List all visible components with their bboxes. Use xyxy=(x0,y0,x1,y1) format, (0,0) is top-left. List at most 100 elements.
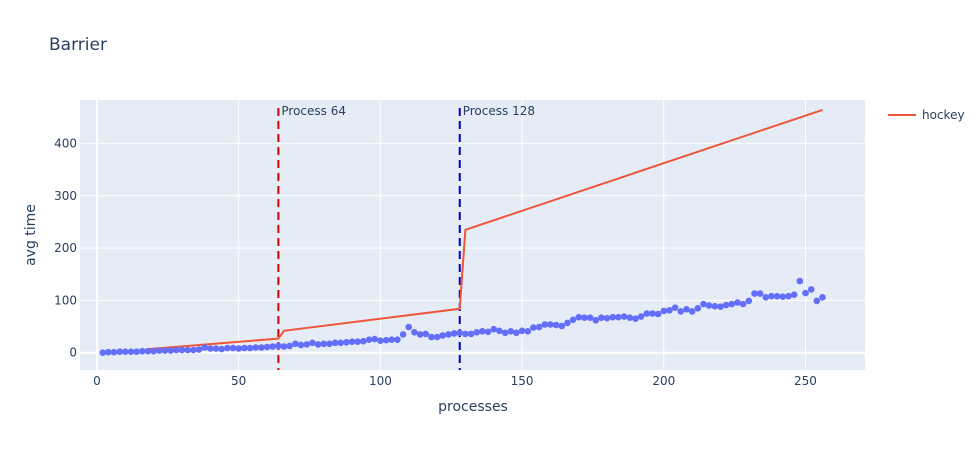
scatter-point xyxy=(524,328,532,335)
scatter-point xyxy=(212,345,220,352)
y-tick-label: 400 xyxy=(54,136,77,150)
scatter-point xyxy=(802,289,809,297)
scatter-point xyxy=(734,299,741,306)
scatter-point xyxy=(309,339,316,347)
scatter-point xyxy=(280,343,288,350)
scatter-point xyxy=(122,348,129,356)
scatter-point xyxy=(484,328,492,336)
scatter-point xyxy=(745,297,753,305)
scatter-point xyxy=(615,313,622,321)
scatter-point xyxy=(496,327,503,335)
scatter-point xyxy=(422,330,430,338)
scatter-point xyxy=(518,327,526,335)
scatter-point xyxy=(320,340,328,348)
scatter-point xyxy=(756,290,764,297)
scatter-point xyxy=(433,333,441,341)
scatter-point xyxy=(195,346,203,353)
scatter-point xyxy=(450,330,458,337)
scatter-point xyxy=(360,337,367,345)
scatter-point xyxy=(637,313,645,320)
scatter-point xyxy=(456,329,464,337)
scatter-point xyxy=(700,300,707,308)
scatter-point xyxy=(547,321,554,328)
scatter-point xyxy=(331,339,339,347)
scatter-point xyxy=(343,339,350,346)
scatter-point xyxy=(173,346,180,354)
scatter-point xyxy=(190,346,197,354)
scatter-point xyxy=(263,343,271,351)
scatter-point xyxy=(620,313,628,320)
scatter-point xyxy=(575,313,583,321)
scatter-point xyxy=(552,321,560,329)
scatter-point xyxy=(722,301,730,309)
scatter-series xyxy=(99,277,826,357)
scatter-point xyxy=(779,293,787,301)
annotation-label-64: Process 64 xyxy=(281,104,346,118)
scatter-point xyxy=(609,313,617,321)
scatter-point xyxy=(439,332,447,339)
scatter-point xyxy=(303,341,311,348)
x-tick-label: 50 xyxy=(231,374,246,388)
scatter-point xyxy=(167,347,174,354)
scatter-point xyxy=(654,310,662,318)
scatter-point xyxy=(501,329,509,337)
scatter-point xyxy=(399,331,407,338)
y-axis-title: avg time xyxy=(23,204,39,266)
scatter-point xyxy=(241,344,248,352)
scatter-point xyxy=(683,306,690,313)
scatter-point xyxy=(133,348,140,356)
scatter-point xyxy=(535,323,543,331)
scatter-point xyxy=(246,344,254,352)
x-tick-label: 250 xyxy=(794,374,817,388)
scatter-point xyxy=(139,347,146,355)
scatter-point xyxy=(348,338,356,346)
scatter-point xyxy=(207,345,214,352)
scatter-point xyxy=(564,319,571,327)
scatter-point xyxy=(569,316,577,324)
scatter-point xyxy=(156,347,163,354)
scatter-point xyxy=(178,346,186,354)
scatter-point xyxy=(365,336,373,344)
x-axis-title: processes xyxy=(438,399,508,415)
y-tick-label: 0 xyxy=(69,346,77,360)
scatter-point xyxy=(768,292,775,300)
scatter-point xyxy=(739,300,747,308)
scatter-point xyxy=(688,308,696,315)
y-tick-label: 300 xyxy=(54,189,77,203)
scatter-point xyxy=(643,310,651,317)
scatter-point xyxy=(286,342,294,350)
scatter-point xyxy=(677,308,685,315)
scatter-point xyxy=(144,347,152,355)
scatter-point xyxy=(671,304,679,312)
scatter-point xyxy=(354,338,362,346)
y-tick-label: 200 xyxy=(54,241,77,255)
scatter-point xyxy=(762,294,770,301)
scatter-point xyxy=(184,346,191,354)
scatter-point xyxy=(377,337,384,345)
scatter-point xyxy=(490,325,498,333)
scatter-point xyxy=(269,343,277,350)
scatter-point xyxy=(105,348,112,356)
scatter-point xyxy=(394,336,401,344)
legend[interactable]: hockey xyxy=(888,108,965,122)
scatter-point xyxy=(201,344,208,351)
scatter-point xyxy=(218,345,225,353)
plot-area: 0 50 100 150 200 250 0 100 200 300 400 Process 64 Pr… xyxy=(54,100,865,388)
scatter-point xyxy=(558,322,566,330)
scatter-point xyxy=(541,321,549,328)
scatter-point xyxy=(161,347,169,354)
scatter-point xyxy=(717,303,724,311)
scatter-point xyxy=(110,348,118,356)
scatter-point xyxy=(116,348,123,356)
x-tick-label: 150 xyxy=(511,374,534,388)
scatter-point xyxy=(711,302,719,310)
scatter-point xyxy=(252,344,259,351)
scatter-point xyxy=(530,324,537,331)
x-tick-label: 100 xyxy=(369,374,392,388)
scatter-point xyxy=(326,340,333,348)
scatter-point xyxy=(275,342,282,350)
annotation-label-128: Process 128 xyxy=(463,104,535,118)
scatter-point xyxy=(297,341,305,349)
scatter-point xyxy=(586,314,594,322)
